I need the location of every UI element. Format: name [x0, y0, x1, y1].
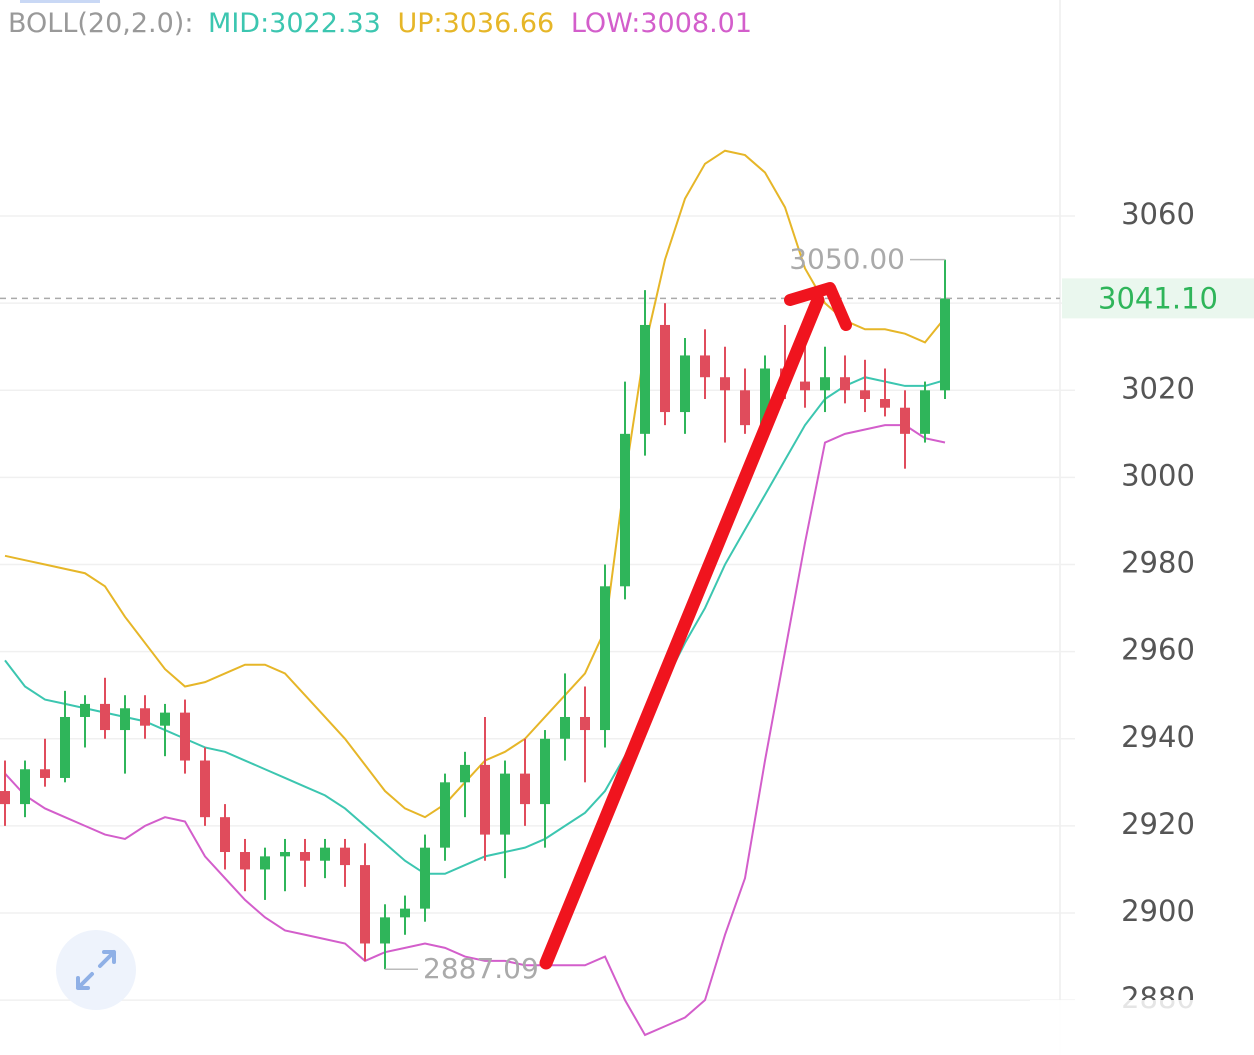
- candle-body: [340, 847, 350, 866]
- candle-body: [160, 712, 170, 726]
- candle-body: [920, 390, 930, 434]
- expand-button[interactable]: [56, 930, 136, 1010]
- candle-body: [900, 407, 910, 434]
- candle-body: [520, 773, 530, 805]
- candle-body: [440, 782, 450, 848]
- candle-body: [20, 769, 30, 805]
- candle-body: [200, 760, 210, 818]
- candle-body: [280, 852, 290, 857]
- candle-body: [800, 381, 810, 391]
- annotations: 3041.10 3050.00 2887.09: [0, 243, 1254, 985]
- y-tick-label: 3060: [1121, 197, 1195, 231]
- candle-body: [760, 368, 770, 426]
- candle-body: [620, 433, 630, 587]
- candle-body: [300, 852, 310, 861]
- candle-body: [240, 852, 250, 870]
- y-tick-label: 2940: [1121, 720, 1195, 754]
- low-marker-label: 2887.09: [423, 952, 539, 985]
- y-tick-label: 3020: [1121, 371, 1195, 405]
- candle-body: [180, 712, 190, 761]
- candle-body: [560, 716, 570, 739]
- candle-body: [580, 716, 590, 731]
- tab-indicator: [20, 0, 100, 3]
- candle-body: [600, 586, 610, 731]
- candle-body: [680, 355, 690, 413]
- y-tick-label: 2920: [1121, 807, 1195, 841]
- y-tick-label: 2980: [1121, 546, 1195, 580]
- legend: BOLL(20,2.0): MID:3022.33 UP:3036.66 LOW…: [8, 8, 752, 39]
- legend-up: UP:3036.66: [397, 8, 554, 39]
- last-price-box: [1062, 278, 1254, 319]
- candle-body: [540, 738, 550, 805]
- y-tick-label: 2900: [1121, 894, 1195, 928]
- candle-body: [220, 817, 230, 853]
- y-tick-label: 3000: [1121, 458, 1195, 492]
- candle-body: [360, 865, 370, 944]
- legend-low: LOW:3008.01: [571, 8, 752, 39]
- legend-title: BOLL(20,2.0):: [8, 8, 193, 39]
- candle-body: [320, 847, 330, 861]
- boll-lines: [4, 149, 946, 1037]
- candle-body: [140, 708, 150, 726]
- candle-body: [260, 856, 270, 870]
- candle-body: [120, 708, 130, 731]
- boll-line: [4, 149, 946, 819]
- candle-body: [860, 390, 870, 400]
- boll-line: [4, 424, 946, 1037]
- candle-body: [480, 764, 490, 835]
- last-price-label: 3041.10: [1098, 281, 1218, 315]
- y-tick-label: 2960: [1121, 633, 1195, 667]
- candle-body: [400, 908, 410, 918]
- candle-body: [640, 324, 650, 434]
- red-arrow: [539, 282, 852, 970]
- candle-body: [820, 377, 830, 391]
- candle-body: [700, 355, 710, 378]
- candle-body: [660, 324, 670, 413]
- candle-body: [0, 791, 10, 805]
- candle-body: [60, 716, 70, 778]
- candle-body: [460, 764, 470, 783]
- candle-body: [880, 399, 890, 408]
- candle-body: [100, 703, 110, 731]
- high-marker-label: 3050.00: [789, 243, 905, 276]
- candle-body: [740, 390, 750, 426]
- candle-body: [940, 298, 950, 391]
- candles: [0, 259, 950, 970]
- boll-line: [4, 376, 946, 875]
- candle-body: [80, 703, 90, 717]
- watermark: [1030, 1000, 1254, 1055]
- candle-body: [720, 377, 730, 391]
- legend-mid: MID:3022.33: [208, 8, 381, 39]
- candle-body: [380, 917, 390, 944]
- candle-body: [420, 847, 430, 909]
- candle-body: [840, 377, 850, 391]
- candle-body: [40, 769, 50, 778]
- candle-body: [500, 773, 510, 835]
